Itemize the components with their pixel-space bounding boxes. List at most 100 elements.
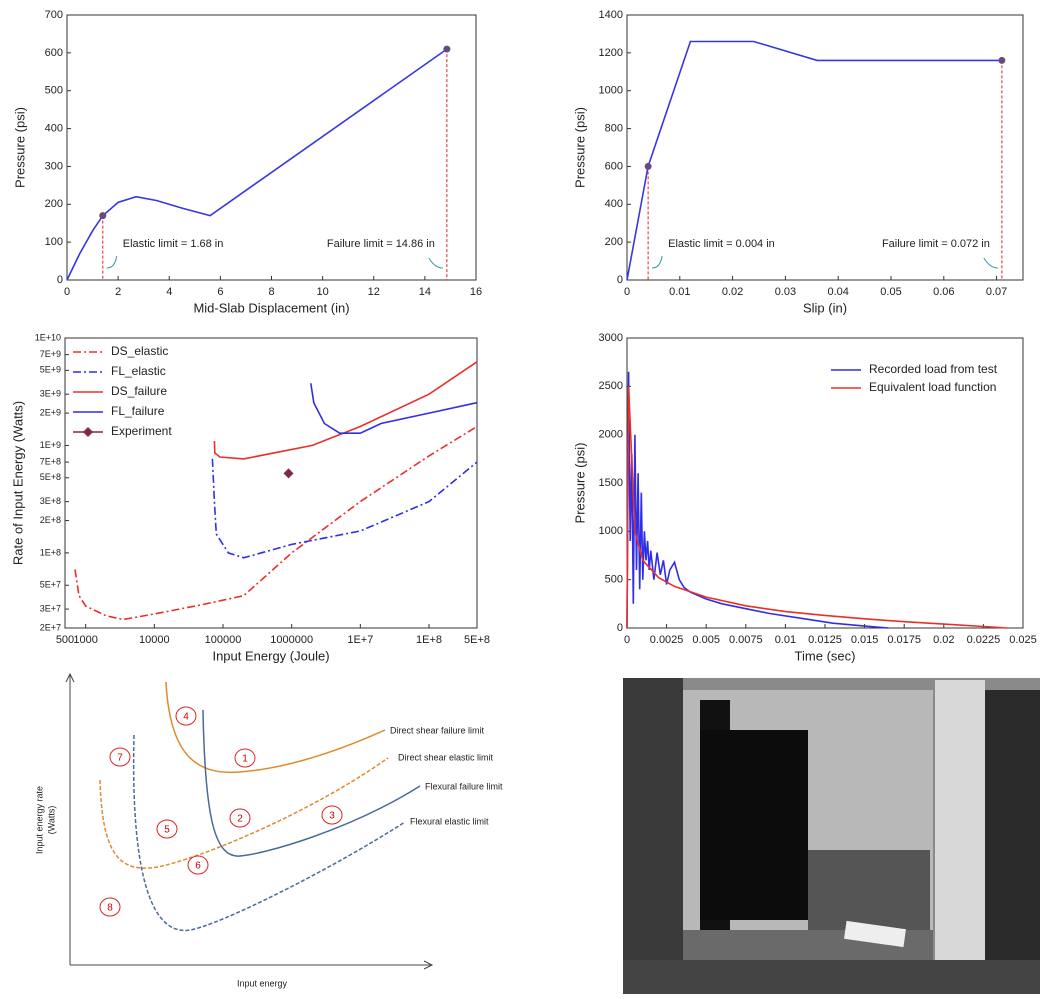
y-tick-label: 3E+8 (40, 496, 61, 506)
y-tick-label: 2000 (599, 429, 623, 441)
x-tick-label: 14 (419, 286, 431, 298)
y-tick-label: 1400 (599, 9, 623, 21)
y-tick-label: 700 (45, 9, 63, 21)
y-tick-label: 0 (57, 274, 63, 286)
limit-point (99, 212, 107, 220)
annotation: Elastic limit = 0.004 in (668, 238, 775, 250)
region-label: 8 (107, 903, 113, 914)
x-tick-label: 0 (64, 286, 70, 298)
annotation-hook (106, 255, 118, 269)
series-line (74, 425, 478, 621)
legend-label: DS_failure (111, 384, 167, 398)
annotation: Failure limit = 14.86 in (327, 238, 435, 250)
x-tick-label: 4 (166, 286, 172, 298)
curve-label: Flexural failure limit (425, 781, 503, 791)
x-tick-label: 0.02 (933, 634, 954, 646)
x-tick-label: 0.04 (827, 286, 848, 298)
region-label: 6 (195, 861, 201, 872)
limit-point (644, 162, 652, 170)
y-tick-label: 3E+7 (40, 603, 61, 613)
y-tick-label: 400 (45, 122, 63, 134)
y-tick-label: 2E+8 (40, 515, 61, 525)
series-line (626, 371, 889, 629)
x-tick-label: 2 (115, 286, 121, 298)
limit-point (998, 56, 1006, 64)
y-tick-label: 500 (605, 574, 623, 586)
x-tick-label: 100000 (205, 634, 242, 646)
region-circles (99, 706, 343, 917)
schematic: Input energy rate (Watts) Input energy D… (34, 672, 503, 988)
plot-frame (626, 14, 1024, 281)
y-tick-label: 1E+10 (35, 332, 61, 342)
x-tick-label: 0.07 (986, 286, 1007, 298)
curve (202, 709, 421, 857)
y-tick-label: 600 (45, 47, 63, 59)
legend-label: Equivalent load function (869, 380, 996, 394)
y-tick-label: 1000 (599, 85, 623, 97)
arrow (65, 672, 75, 683)
y-label: (Watts) (46, 806, 56, 835)
x-tick-label: 16 (470, 286, 482, 298)
x-tick-label: 0.02 (722, 286, 743, 298)
series-line (310, 383, 478, 434)
x-tick-label: 0 (624, 634, 630, 646)
y-tick-label: 1200 (599, 47, 623, 59)
legend-label: DS_elastic (111, 344, 168, 358)
y-tick-label: 600 (605, 160, 623, 172)
arrow (423, 960, 434, 970)
y-tick-label: 1E+9 (40, 440, 61, 450)
x-tick-label: 10000 (139, 634, 170, 646)
x-tick-label: 1E+7 (347, 634, 373, 646)
region-label: 3 (329, 811, 335, 822)
x-tick-label: 0.0075 (729, 634, 763, 646)
y-label: Input energy rate (34, 786, 44, 854)
x-tick-label: 10 (317, 286, 329, 298)
legend-label: Recorded load from test (869, 362, 998, 376)
series-line (66, 48, 448, 281)
y-tick-label: 2E+7 (40, 622, 61, 632)
x-tick-label: 0.03 (775, 286, 796, 298)
x-axis-label: Input Energy (Joule) (212, 648, 329, 663)
x-axis-label: Time (sec) (795, 648, 856, 663)
x-tick-label: 0.0175 (887, 634, 921, 646)
legend-label: FL_failure (111, 404, 165, 418)
y-tick-label: 400 (605, 198, 623, 210)
y-axis-label: Pressure (psi) (12, 107, 27, 188)
x-tick-label: 8 (268, 286, 274, 298)
x-tick-label: 1E+8 (416, 634, 442, 646)
y-tick-label: 2500 (599, 380, 623, 392)
x-tick-label: 12 (368, 286, 380, 298)
series-line (626, 40, 1002, 281)
x-label: Input energy (237, 978, 288, 988)
annotation-hook (652, 255, 663, 269)
limit-point (443, 45, 451, 53)
y-tick-label: 1E+8 (40, 547, 61, 557)
y-tick-label: 300 (45, 160, 63, 172)
x-tick-label: 1000000 (270, 634, 313, 646)
annotation: Elastic limit = 1.68 in (123, 238, 224, 250)
series-line (211, 458, 478, 559)
x-tick-label: 0.0225 (967, 634, 1001, 646)
y-tick-label: 5E+9 (40, 365, 61, 375)
y-axis-label: Pressure (psi) (572, 107, 587, 188)
region-label: 1 (242, 754, 248, 765)
y-tick-label: 0 (617, 274, 623, 286)
x-tick-label: 5E+8 (464, 634, 490, 646)
y-tick-label: 500 (45, 85, 63, 97)
plot-frame (64, 337, 478, 629)
y-axis-label: Pressure (psi) (572, 443, 587, 524)
y-tick-label: 200 (45, 198, 63, 210)
y-tick-label: 5E+7 (40, 580, 61, 590)
region-label: 5 (164, 825, 170, 836)
region-label: 2 (237, 814, 243, 825)
x-tick-label: 500 (56, 634, 74, 646)
y-tick-label: 2E+9 (40, 407, 61, 417)
y-tick-label: 7E+8 (40, 456, 61, 466)
photo (623, 678, 1040, 994)
y-tick-label: 1000 (599, 525, 623, 537)
legend-marker (83, 427, 93, 437)
x-tick-label: 0.06 (933, 286, 954, 298)
annotation-hook (983, 257, 998, 269)
x-tick-label: 0.005 (692, 634, 720, 646)
